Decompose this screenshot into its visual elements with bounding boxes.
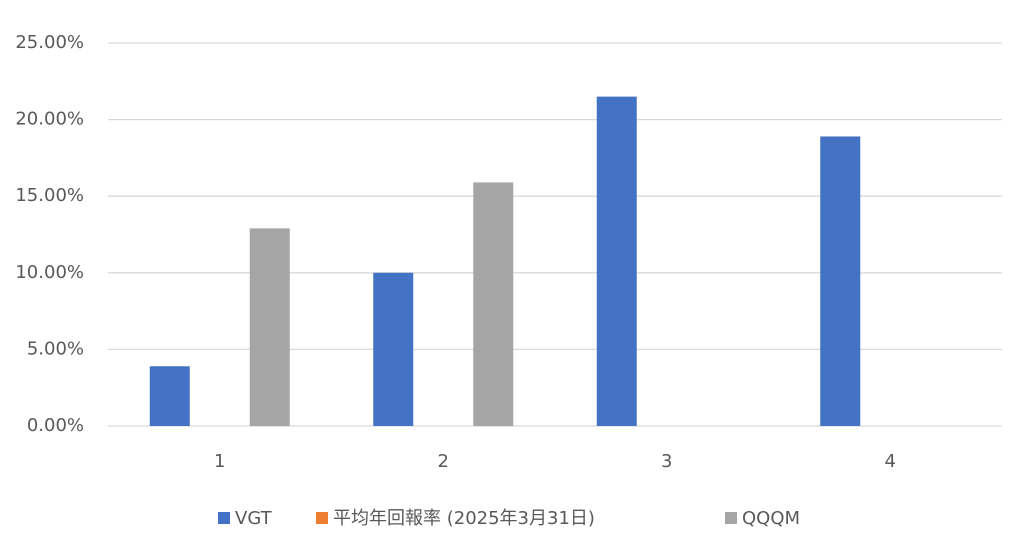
bar bbox=[820, 136, 861, 426]
x-tick-label: 4 bbox=[885, 451, 896, 472]
bar bbox=[249, 228, 290, 426]
bar bbox=[473, 182, 514, 426]
legend-swatch bbox=[316, 512, 328, 524]
legend-label: QQQM bbox=[742, 508, 800, 529]
y-tick-label: 15.00% bbox=[15, 185, 84, 206]
x-tick-label: 1 bbox=[214, 451, 225, 472]
y-tick-label: 10.00% bbox=[15, 262, 84, 283]
x-tick-label: 2 bbox=[438, 451, 449, 472]
legend-swatch bbox=[218, 512, 230, 524]
legend-label: VGT bbox=[235, 508, 273, 529]
x-tick-label: 3 bbox=[661, 451, 672, 472]
legend-swatch bbox=[725, 512, 737, 524]
y-tick-label: 0.00% bbox=[27, 415, 84, 436]
y-tick-label: 25.00% bbox=[15, 32, 84, 53]
y-tick-label: 20.00% bbox=[15, 109, 84, 130]
bar bbox=[596, 96, 637, 427]
bar bbox=[149, 366, 190, 426]
bar bbox=[373, 272, 414, 426]
legend-label: 平均年回報率 (2025年3月31日) bbox=[333, 508, 595, 529]
y-tick-label: 5.00% bbox=[27, 338, 84, 359]
